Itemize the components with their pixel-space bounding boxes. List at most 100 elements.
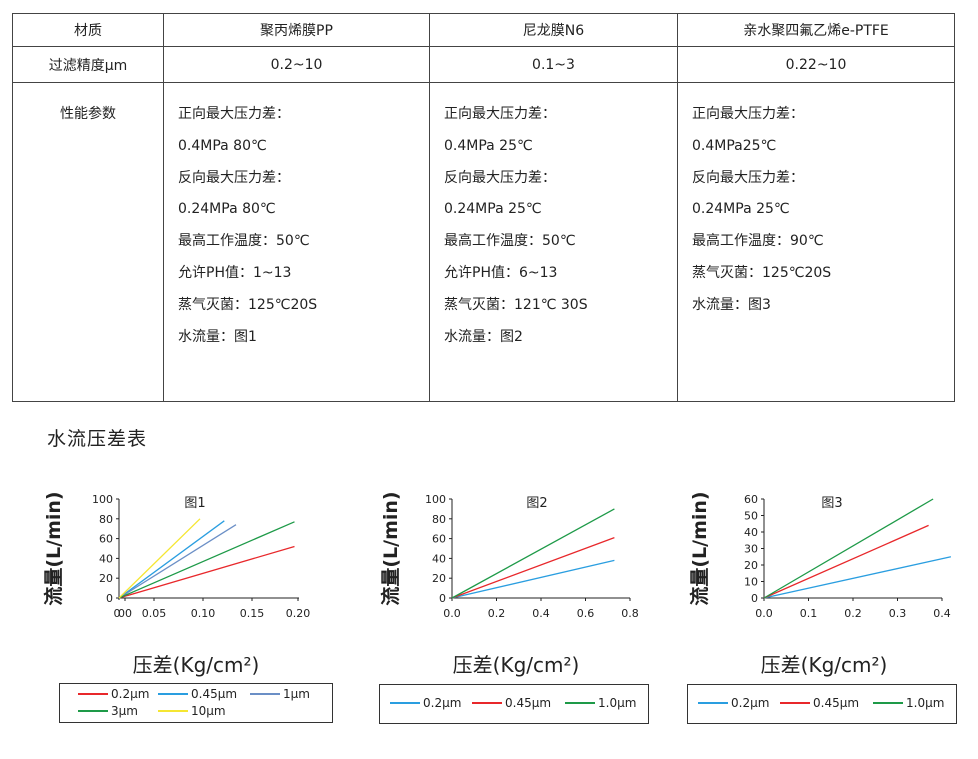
x-axis-label: 压差(Kg/cm²)	[133, 653, 260, 677]
perf-line: 0.24MPa 25℃	[444, 201, 542, 218]
y-tick-label: 20	[432, 572, 446, 585]
y-tick-label: 60	[744, 493, 758, 506]
series-line	[118, 518, 201, 599]
legend-label: 1µm	[283, 687, 310, 701]
spec-table: 材质 聚丙烯膜PP 尼龙膜N6 亲水聚四氟乙烯e-PTFE 过滤精度µm 0.2…	[12, 13, 955, 402]
x-tick-label: 0.05	[142, 607, 167, 620]
legend-entry: 0.2µm	[390, 696, 461, 710]
perf-line: 反向最大压力差：	[692, 169, 804, 186]
y-tick-label: 60	[432, 533, 446, 546]
legend-entry: 0.2µm	[78, 687, 149, 701]
series-line	[763, 556, 952, 599]
legend-entry: 0.45µm	[158, 687, 237, 701]
perf-line: 水流量：图2	[444, 328, 523, 345]
legend-label: 3µm	[111, 704, 138, 718]
y-tick-label: 40	[99, 552, 113, 565]
perf-line: 0.4MPa 80℃	[178, 137, 267, 154]
legend-label: 0.2µm	[111, 687, 150, 701]
x-tick-label: 0.2	[488, 607, 506, 620]
y-tick-label: 40	[744, 526, 758, 539]
legend-label: 1.0µm	[598, 696, 637, 710]
legend-label: 0.45µm	[813, 696, 860, 710]
perf-line: 允许PH值：6~13	[444, 264, 558, 281]
perf-line: 反向最大压力差：	[178, 169, 290, 186]
x-tick-label: 0.0	[755, 607, 773, 620]
perf-line: 正向最大压力差：	[178, 106, 290, 122]
perf-line: 水流量：图1	[178, 328, 257, 345]
perf-line: 最高工作温度：50℃	[444, 233, 576, 250]
performance-n6: 正向最大压力差： 0.4MPa 25℃ 反向最大压力差： 0.24MPa 25℃…	[429, 82, 678, 402]
series-line	[451, 536, 615, 599]
x-tick-label: 0.4	[532, 607, 550, 620]
y-axis-label: 流量(L/min)	[42, 491, 65, 605]
legend-label: 10µm	[191, 704, 226, 718]
y-tick-label: 30	[744, 543, 758, 556]
series-line	[118, 521, 295, 599]
header-pp: 聚丙烯膜PP	[163, 13, 430, 47]
legend-swatch	[250, 693, 280, 695]
y-tick-label: 100	[425, 493, 446, 506]
legend-swatch	[158, 710, 188, 712]
series-line	[763, 524, 929, 599]
y-tick-label: 40	[432, 552, 446, 565]
legend-chart-2: 0.2µm 0.45µm 1.0µm	[379, 684, 649, 724]
x-tick-label: 0.6	[577, 607, 595, 620]
y-axis-label: 流量(L/min)	[688, 491, 711, 605]
legend-swatch	[78, 710, 108, 712]
legend-label: 0.45µm	[505, 696, 552, 710]
legend-entry: 10µm	[158, 704, 226, 718]
x-tick-label: 0.1	[800, 607, 818, 620]
x-tick-label: 00	[118, 607, 132, 620]
legend-swatch	[565, 702, 595, 704]
x-tick-label: 0.20	[286, 607, 311, 620]
x-tick-label: 0.8	[621, 607, 639, 620]
precision-ptfe: 0.22~10	[677, 46, 955, 83]
perf-line: 最高工作温度：50℃	[178, 233, 310, 250]
legend-label: 0.45µm	[191, 687, 238, 701]
legend-entry: 1µm	[250, 687, 310, 701]
x-tick-label: 0	[114, 607, 121, 620]
y-tick-label: 100	[92, 493, 113, 506]
section-title: 水流压差表	[47, 428, 148, 450]
header-ptfe: 亲水聚四氟乙烯e-PTFE	[677, 13, 955, 47]
perf-line: 反向最大压力差：	[444, 169, 556, 186]
perf-line: 蒸气灭菌：125℃20S	[178, 296, 318, 313]
y-tick-label: 0	[439, 592, 446, 605]
y-tick-label: 80	[99, 513, 113, 526]
y-tick-label: 10	[744, 576, 758, 589]
series-line	[451, 508, 615, 599]
performance-label: 性能参数	[12, 82, 164, 402]
precision-row: 过滤精度µm 0.2~10 0.1~3 0.22~10	[12, 46, 955, 83]
series-line	[118, 545, 295, 599]
perf-line: 0.4MPa25℃	[692, 137, 777, 154]
perf-line: 最高工作温度：90℃	[692, 233, 824, 250]
series-line	[118, 520, 225, 599]
legend-entry: 3µm	[78, 704, 138, 718]
x-tick-label: 0.0	[443, 607, 461, 620]
y-tick-label: 60	[99, 533, 113, 546]
x-axis-label: 压差(Kg/cm²)	[761, 653, 888, 677]
header-material: 材质	[12, 13, 164, 47]
perf-line: 正向最大压力差：	[692, 106, 804, 122]
legend-label: 0.2µm	[423, 696, 462, 710]
perf-line: 正向最大压力差：	[444, 106, 556, 122]
series-line	[763, 498, 934, 599]
x-axis-label: 压差(Kg/cm²)	[453, 653, 580, 677]
legend-swatch	[390, 702, 420, 704]
legend-entry: 0.45µm	[472, 696, 551, 710]
x-tick-label: 0.2	[844, 607, 862, 620]
legend-entry: 0.45µm	[780, 696, 859, 710]
x-tick-label: 0.15	[240, 607, 265, 620]
legend-label: 0.2µm	[731, 696, 770, 710]
performance-row: 性能参数 正向最大压力差： 0.4MPa 80℃ 反向最大压力差： 0.24MP…	[12, 82, 955, 402]
chart-title: 图3	[821, 496, 842, 511]
table-header-row: 材质 聚丙烯膜PP 尼龙膜N6 亲水聚四氟乙烯e-PTFE	[12, 13, 955, 47]
x-tick-label: 0.3	[889, 607, 907, 620]
y-tick-label: 80	[432, 513, 446, 526]
legend-label: 1.0µm	[906, 696, 945, 710]
y-tick-label: 20	[744, 559, 758, 572]
chart-title: 图2	[526, 496, 547, 511]
y-axis-label: 流量(L/min)	[379, 491, 402, 605]
legend-entry: 0.2µm	[698, 696, 769, 710]
legend-chart-1: 0.2µm 0.45µm 1µm 3µm 10µm	[59, 683, 333, 723]
